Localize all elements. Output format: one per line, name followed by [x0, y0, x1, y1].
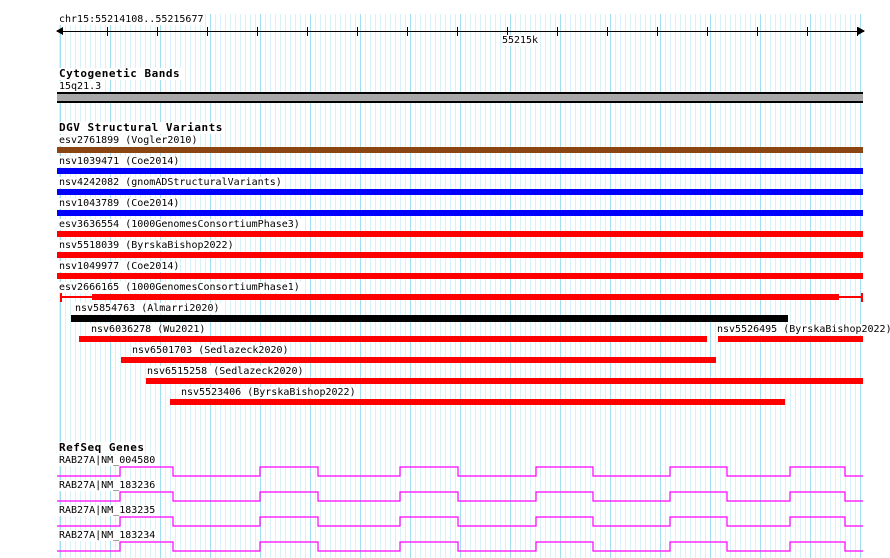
- dgv-track-label[interactable]: nsv1049977 (Coe2014): [58, 261, 181, 272]
- ruler-tick: [757, 27, 758, 36]
- ruler-tick: [607, 27, 608, 36]
- dgv-track-label[interactable]: nsv5518039 (ByrskaBishop2022): [58, 240, 235, 251]
- dgv-track-bar[interactable]: [57, 252, 863, 258]
- dgv-track-bar[interactable]: [71, 315, 788, 322]
- dgv-track-bar[interactable]: [146, 378, 863, 384]
- ruler-tick: [657, 27, 658, 36]
- dgv-track-bar[interactable]: [57, 189, 863, 195]
- dgv-track-label[interactable]: nsv5854763 (Almarri2020): [74, 303, 221, 314]
- dgv-track-label[interactable]: nsv6036278 (Wu2021): [90, 324, 207, 335]
- dgv-track-label[interactable]: nsv5523406 (ByrskaBishop2022): [180, 387, 357, 398]
- gene-track-label[interactable]: RAB27A|NM_004580: [58, 455, 157, 466]
- ruler-tick: [707, 27, 708, 36]
- dgv-track-bar[interactable]: [57, 147, 863, 153]
- arrow-right-icon[interactable]: [858, 27, 865, 35]
- dgv-track-bar[interactable]: [92, 294, 839, 300]
- gene-track-label[interactable]: RAB27A|NM_183234: [58, 530, 157, 541]
- ruler-tick: [107, 27, 108, 36]
- cytoband-bar[interactable]: [57, 92, 863, 103]
- cytoband-label: 15q21.3: [58, 81, 103, 92]
- ruler-axis-line: [57, 31, 864, 32]
- dgv-track-bar[interactable]: [57, 231, 863, 237]
- ruler-tick: [557, 27, 558, 36]
- section-title-refseq-genes: RefSeq Genes: [58, 441, 146, 454]
- section-title-dgv-structural-variants: DGV Structural Variants: [58, 121, 224, 134]
- gene-exon-intron-path: [57, 516, 863, 527]
- dgv-track-label[interactable]: nsv5526495 (ByrskaBishop2022): [716, 324, 890, 335]
- ruler-tick: [307, 27, 308, 36]
- gene-track-label[interactable]: RAB27A|NM_183235: [58, 505, 157, 516]
- dgv-track-label[interactable]: nsv1039471 (Coe2014): [58, 156, 181, 167]
- dgv-track-label[interactable]: esv3636554 (1000GenomesConsortiumPhase3): [58, 219, 301, 230]
- ruler-tick-label: 55215k: [500, 35, 540, 46]
- dgv-track-whisker-cap-right[interactable]: [861, 293, 863, 302]
- ruler-tick: [157, 27, 158, 36]
- section-title-cytogenetic-bands: Cytogenetic Bands: [58, 67, 182, 80]
- dgv-track-label[interactable]: esv2761899 (Vogler2010): [58, 135, 199, 146]
- ruler-tick: [457, 27, 458, 36]
- gene-exon-intron-path: [57, 466, 863, 477]
- dgv-track-bar[interactable]: [57, 168, 863, 174]
- dgv-track-bar[interactable]: [121, 357, 716, 363]
- gene-track-label[interactable]: RAB27A|NM_183236: [58, 480, 157, 491]
- dgv-track-whisker-cap-left[interactable]: [60, 293, 62, 302]
- dgv-track-bar[interactable]: [718, 336, 863, 342]
- dgv-track-label[interactable]: nsv6515258 (Sedlazeck2020): [146, 366, 305, 377]
- ruler-tick: [257, 27, 258, 36]
- dgv-track-bar[interactable]: [170, 399, 785, 405]
- gene-model-track[interactable]: [57, 462, 863, 482]
- dgv-track-bar[interactable]: [57, 273, 863, 279]
- gene-model-track[interactable]: [57, 512, 863, 532]
- ruler-tick: [357, 27, 358, 36]
- ruler-tick: [807, 27, 808, 36]
- gene-model-track[interactable]: [57, 537, 863, 557]
- dgv-track-bar[interactable]: [57, 210, 863, 216]
- arrow-left-icon[interactable]: [56, 27, 63, 35]
- dgv-track-label[interactable]: nsv1043789 (Coe2014): [58, 198, 181, 209]
- gene-model-track[interactable]: [57, 487, 863, 507]
- ruler-tick: [207, 27, 208, 36]
- gene-exon-intron-path: [57, 541, 863, 552]
- locus-label: chr15:55214108..55215677: [58, 14, 205, 25]
- dgv-track-label[interactable]: esv2666165 (1000GenomesConsortiumPhase1): [58, 282, 301, 293]
- dgv-track-label[interactable]: nsv6501703 (Sedlazeck2020): [131, 345, 290, 356]
- ruler-tick: [857, 27, 858, 36]
- gene-exon-intron-path: [57, 491, 863, 502]
- ruler-tick: [407, 27, 408, 36]
- dgv-track-bar[interactable]: [79, 336, 707, 342]
- dgv-track-label[interactable]: nsv4242082 (gnomADStructuralVariants): [58, 177, 283, 188]
